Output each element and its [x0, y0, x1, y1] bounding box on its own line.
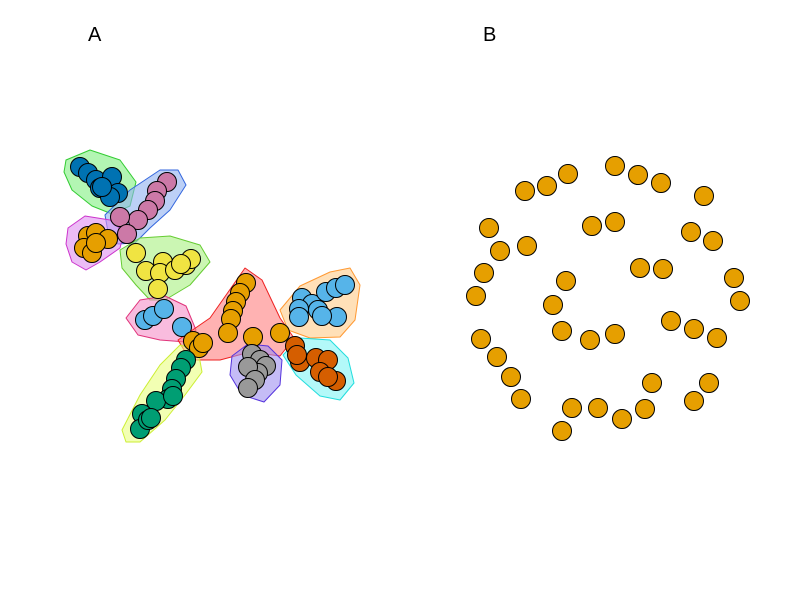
node-grey: [238, 378, 258, 398]
node-yellow: [126, 243, 146, 263]
node-green: [141, 408, 161, 428]
node-orange-center: [218, 323, 238, 343]
node-panel-b: [681, 222, 701, 242]
node-vermillion: [287, 345, 307, 365]
node-panel-b: [730, 291, 750, 311]
node-sky-left: [172, 317, 192, 337]
panel-a-network: [63, 149, 361, 443]
node-panel-b: [558, 164, 578, 184]
node-panel-b: [684, 391, 704, 411]
node-panel-b: [552, 421, 572, 441]
node-panel-b: [588, 398, 608, 418]
node-yellow: [171, 254, 191, 274]
panel-b-label: B: [483, 24, 496, 46]
node-sky-right: [312, 306, 332, 326]
node-panel-b: [684, 319, 704, 339]
node-panel-b: [562, 398, 582, 418]
node-panel-b: [630, 258, 650, 278]
node-panel-b: [724, 268, 744, 288]
node-orange-center: [193, 333, 213, 353]
node-sky-right: [289, 307, 309, 327]
panel-a-label: A: [88, 24, 102, 46]
node-panel-b: [707, 328, 727, 348]
node-panel-b: [537, 176, 557, 196]
node-yellow: [148, 279, 168, 299]
node-panel-b: [501, 367, 521, 387]
node-panel-b: [556, 271, 576, 291]
node-sky-left: [154, 299, 174, 319]
node-panel-b: [635, 399, 655, 419]
node-panel-b: [651, 173, 671, 193]
node-panel-b: [479, 218, 499, 238]
node-pink: [110, 207, 130, 227]
node-panel-b: [605, 212, 625, 232]
node-panel-b: [605, 324, 625, 344]
node-panel-b: [694, 186, 714, 206]
node-panel-b: [699, 373, 719, 393]
node-orange-center: [270, 323, 290, 343]
node-panel-b: [605, 156, 625, 176]
node-dark-blue: [92, 177, 112, 197]
node-panel-b: [612, 409, 632, 429]
node-vermillion: [318, 367, 338, 387]
node-panel-b: [552, 321, 572, 341]
node-panel-b: [703, 231, 723, 251]
node-panel-b: [653, 259, 673, 279]
node-panel-b: [487, 347, 507, 367]
node-panel-b: [474, 263, 494, 283]
node-panel-b: [580, 330, 600, 350]
node-panel-b: [642, 373, 662, 393]
node-panel-b: [471, 329, 491, 349]
node-panel-b: [661, 311, 681, 331]
node-panel-b: [490, 241, 510, 261]
panel-b-network: [466, 156, 750, 441]
node-panel-b: [511, 389, 531, 409]
node-orange-center: [243, 327, 263, 347]
node-orange-left: [86, 233, 106, 253]
node-panel-b: [466, 286, 486, 306]
node-panel-b: [543, 295, 563, 315]
node-pink: [117, 224, 137, 244]
node-sky-right: [335, 275, 355, 295]
node-green: [163, 386, 183, 406]
node-panel-b: [628, 165, 648, 185]
node-panel-b: [515, 181, 535, 201]
node-panel-b: [582, 216, 602, 236]
node-panel-b: [517, 236, 537, 256]
